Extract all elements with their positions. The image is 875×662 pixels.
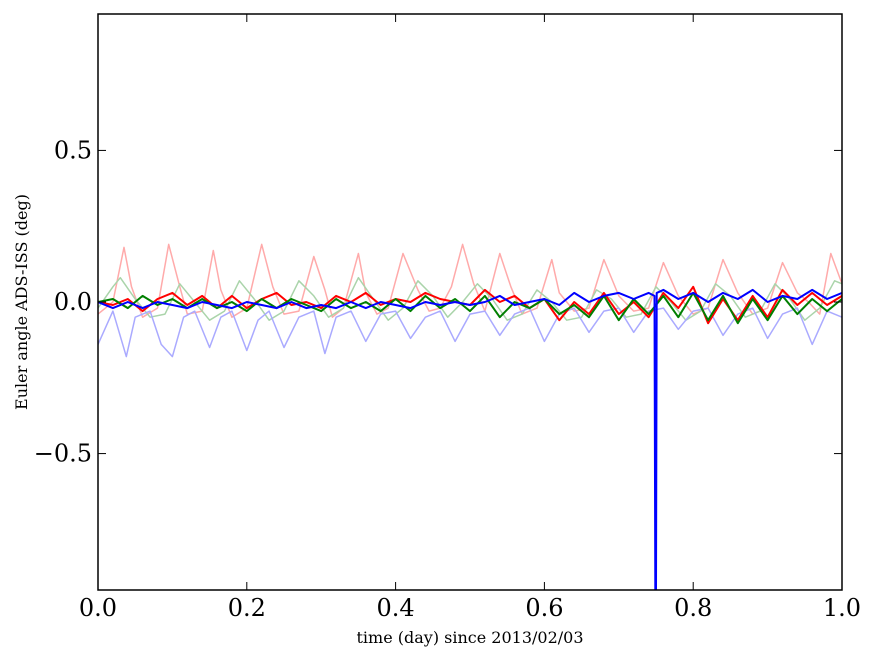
x-tick-label: 1.0 xyxy=(823,594,861,622)
y-tick-label: 0.5 xyxy=(54,136,92,164)
y-tick-label: 0.0 xyxy=(54,288,92,316)
x-tick-label: 0.8 xyxy=(674,594,712,622)
plot-background xyxy=(98,14,842,590)
y-axis-ticks: −0.5 0.0 0.5 xyxy=(34,136,842,468)
x-tick-label: 0.4 xyxy=(377,594,415,622)
y-axis-label: Euler angle ADS-ISS (deg) xyxy=(12,194,31,410)
x-axis-ticks: 0.0 0.2 0.4 0.6 0.8 1.0 xyxy=(79,14,861,622)
series-line-6 xyxy=(98,288,842,590)
series-line-2 xyxy=(98,276,842,321)
x-tick-label: 0.0 xyxy=(79,594,117,622)
x-tick-label: 0.6 xyxy=(525,594,563,622)
series-layer xyxy=(98,243,842,590)
y-tick-label: −0.5 xyxy=(34,440,92,468)
series-line-3 xyxy=(98,307,842,358)
x-tick-label: 0.2 xyxy=(228,594,266,622)
x-axis-label: time (day) since 2013/02/03 xyxy=(356,628,583,647)
